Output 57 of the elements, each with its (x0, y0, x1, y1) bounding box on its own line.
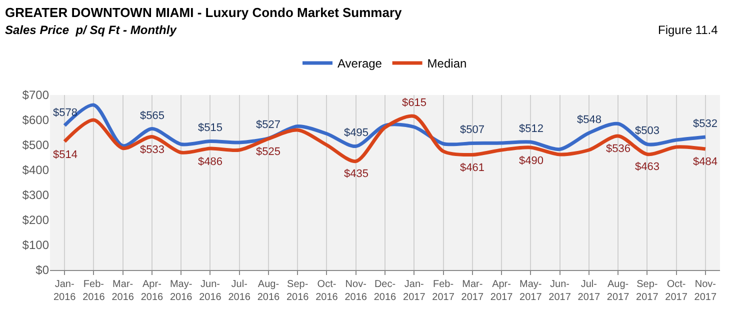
data-label: $495 (344, 127, 368, 139)
y-tick-label: $500 (22, 138, 50, 152)
data-label: $463 (635, 161, 660, 173)
legend-label: Median (427, 56, 467, 71)
x-tick-label: Jun-2017 (548, 279, 572, 303)
data-label: $565 (140, 110, 164, 122)
x-tick-label: Jun-2016 (199, 279, 222, 303)
x-tick-label: Jan-2017 (403, 279, 426, 303)
data-label: $536 (606, 143, 630, 155)
data-label: $503 (635, 125, 660, 137)
data-label: $532 (693, 118, 718, 130)
y-tick-label: $0 (36, 263, 50, 278)
x-tick-label: May-2016 (170, 279, 193, 303)
x-tick-label: Feb-2016 (82, 279, 106, 303)
data-label: $435 (344, 168, 368, 180)
x-tick-label: Jan-2016 (53, 279, 76, 303)
y-tick-label: $600 (22, 113, 50, 128)
data-label: $486 (198, 156, 222, 168)
x-tick-label: Oct-2017 (665, 279, 688, 303)
x-tick-label: Sep-2017 (636, 279, 659, 303)
x-tick-label: Aug-2016 (257, 279, 280, 303)
y-tick-label: $700 (22, 88, 50, 102)
y-tick-label: $400 (22, 163, 50, 178)
data-label: $461 (460, 162, 484, 174)
x-tick-label: Jul-2017 (578, 279, 600, 303)
y-tick-label: $100 (22, 238, 50, 252)
data-label: $490 (519, 155, 544, 167)
data-label: $525 (256, 146, 280, 158)
data-label: $533 (140, 144, 164, 156)
x-tick-label: Oct-2016 (316, 279, 338, 303)
data-label: $615 (402, 97, 426, 109)
x-tick-label: May-2017 (520, 279, 542, 303)
y-tick-label: $200 (22, 213, 50, 228)
x-tick-label: Apr-2016 (140, 279, 164, 303)
data-label: $484 (693, 156, 718, 168)
x-tick-label: Apr-2017 (490, 279, 514, 303)
x-tick-label: Dec-2016 (374, 279, 397, 303)
data-label: $548 (577, 114, 602, 126)
caption: Figure 11.4 (658, 23, 718, 37)
legend-label: Average (338, 56, 382, 71)
data-label: $512 (519, 123, 544, 135)
chart-subtitle: Sales Price p/ Sq Ft - Monthly (5, 23, 178, 37)
x-tick-label: Feb-2017 (432, 279, 455, 303)
data-label: $514 (53, 149, 78, 161)
data-label: $507 (460, 124, 484, 136)
y-tick-label: $300 (22, 188, 50, 202)
data-label: $515 (198, 122, 222, 134)
x-tick-label: Aug-2017 (606, 279, 630, 303)
x-tick-label: Sep-2016 (286, 279, 310, 303)
x-tick-label: Nov-2017 (694, 279, 717, 303)
x-tick-label: Mar-2017 (461, 279, 484, 303)
x-tick-label: Jul-2016 (228, 279, 251, 303)
data-label: $578 (53, 107, 78, 119)
x-tick-label: Nov-2016 (344, 279, 368, 303)
chart-title: GREATER DOWNTOWN MIAMI - Luxury Condo Market Summary (5, 5, 403, 20)
data-label: $527 (256, 119, 280, 131)
x-tick-label: Mar-2016 (112, 279, 134, 303)
